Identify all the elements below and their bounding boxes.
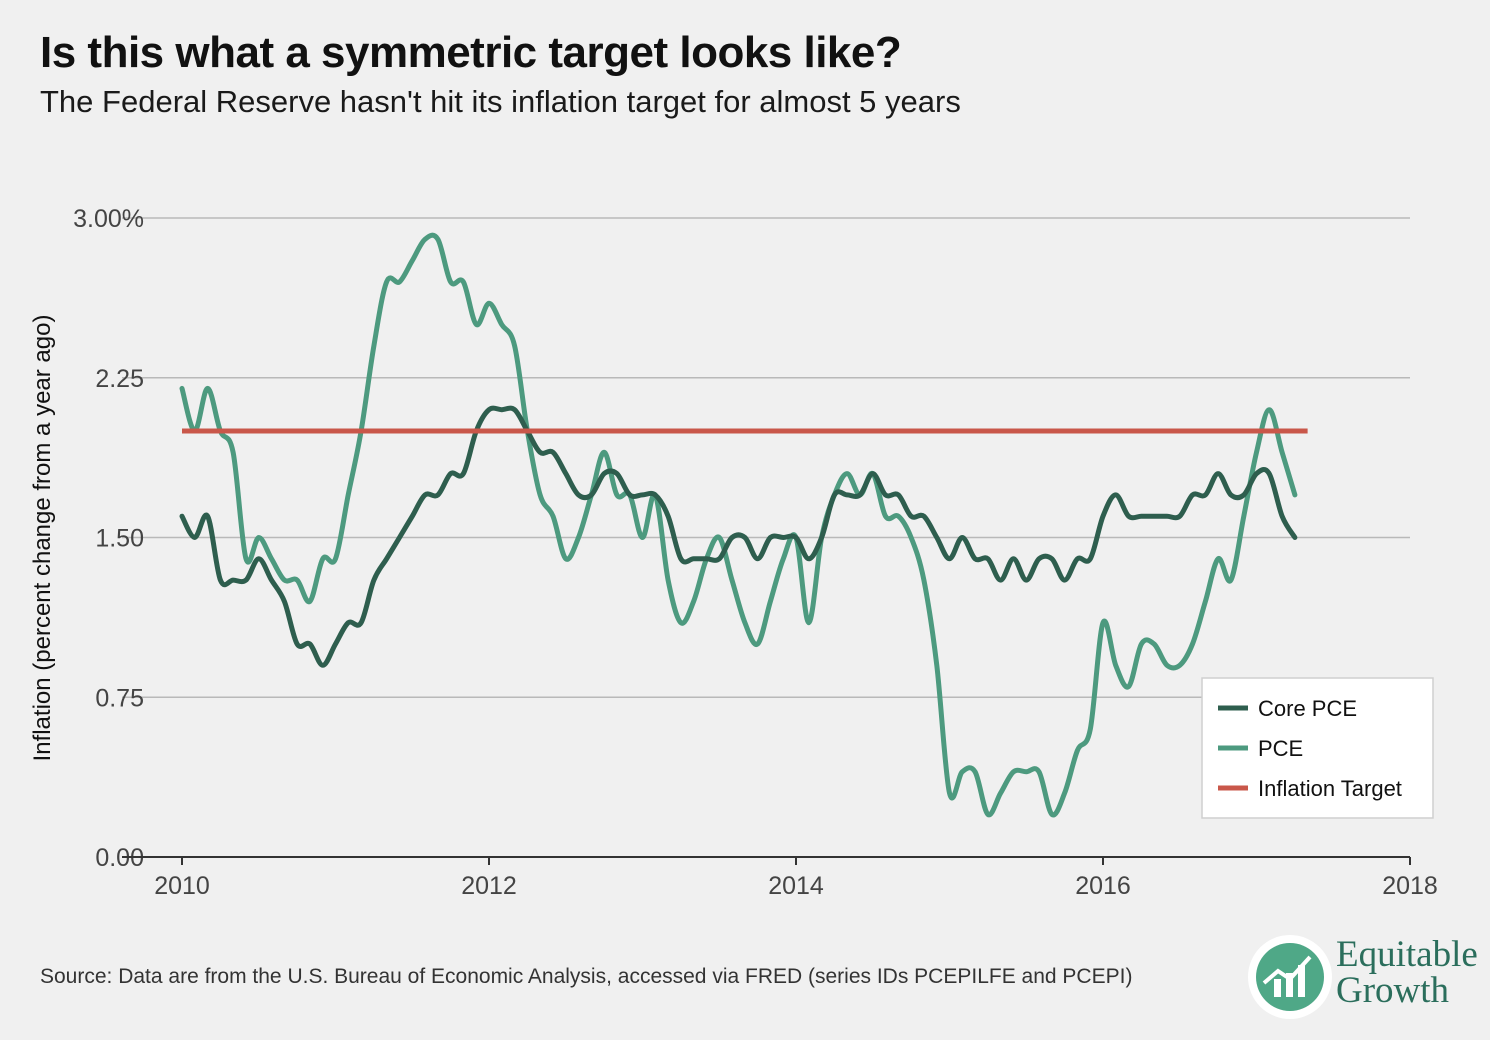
y-tick-label: 3.00% (73, 205, 144, 233)
y-axis-title: Inflation (percent change from a year ag… (29, 315, 56, 762)
x-tick-label: 2014 (768, 872, 824, 900)
y-tick-label: 1.50 (95, 525, 144, 553)
legend-label-pce: PCE (1258, 736, 1303, 761)
equitable-growth-logo: Equitable Growth (1248, 935, 1488, 1027)
y-tick-label: 0.75 (95, 684, 144, 712)
chart-subtitle: The Federal Reserve hasn't hit its infla… (40, 84, 961, 119)
series-line-pce (179, 232, 1298, 818)
x-tick-label: 2018 (1382, 872, 1438, 900)
y-tick-label: 2.25 (95, 365, 144, 393)
x-tick-label: 2016 (1075, 872, 1131, 900)
legend-label-inflation-target: Inflation Target (1258, 776, 1402, 801)
logo-line-2: Growth (1336, 970, 1450, 1011)
logo-wordmark: Equitable Growth (1336, 934, 1478, 1011)
logo-line-1: Equitable (1336, 934, 1478, 975)
source-note: Source: Data are from the U.S. Bureau of… (40, 965, 1133, 988)
series-lines (179, 232, 1308, 818)
logo-icon (1248, 935, 1332, 1019)
legend-label-core-pce: Core PCE (1258, 696, 1357, 721)
x-tick-label: 2012 (461, 872, 517, 900)
chart-title: Is this what a symmetric target looks li… (40, 28, 902, 77)
x-axis: 2010 2012 2014 2016 2018 (122, 856, 1438, 900)
x-tick-label: 2010 (154, 872, 210, 900)
gridlines (122, 217, 1410, 698)
series-line-core-pce (179, 405, 1298, 668)
legend: Core PCE PCE Inflation Target (1201, 677, 1434, 819)
y-axis-tick-labels: 0.000.751.502.253.00% (73, 205, 144, 872)
